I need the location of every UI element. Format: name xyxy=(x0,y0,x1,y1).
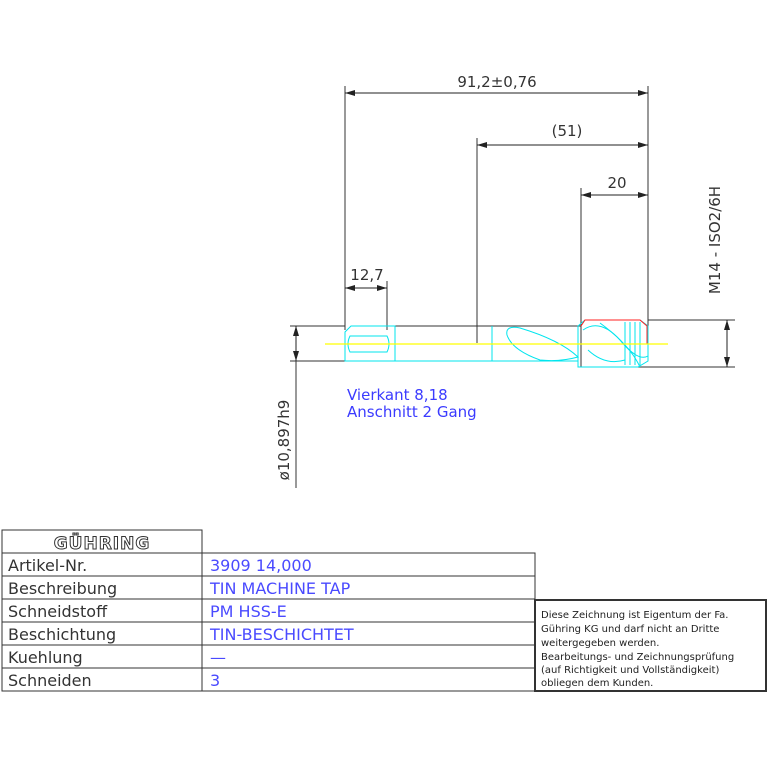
dim-square-length: 12,7 xyxy=(350,266,383,284)
note-square: Vierkant 8,18 xyxy=(347,386,448,404)
disclaimer-line: (auf Richtigkeit und Vollständigkeit) xyxy=(541,665,719,676)
guehring-logo: GÜHRING xyxy=(54,532,151,554)
row-label: Kuehlung xyxy=(8,648,83,667)
row-value: PM HSS-E xyxy=(210,602,287,621)
dim-thread: M14 - ISO2/6H xyxy=(706,186,724,294)
disclaimer-line: Gühring KG und darf nicht an Dritte xyxy=(541,624,719,635)
extension-lines xyxy=(290,86,735,488)
dim-shank-diameter: ø10,897h9 xyxy=(275,400,293,481)
row-value: 3909 14,000 xyxy=(210,556,312,575)
row-label: Artikel-Nr. xyxy=(8,556,87,575)
row-value: — xyxy=(210,648,226,667)
disclaimer-line: Bearbeitungs- und Zeichnungsprüfung xyxy=(541,652,734,663)
dim-thread-length: 20 xyxy=(607,174,626,192)
row-label: Beschichtung xyxy=(8,625,116,644)
disclaimer-line: obliegen dem Kunden. xyxy=(541,678,653,689)
row-label: Schneidstoff xyxy=(8,602,108,621)
row-label: Schneiden xyxy=(8,671,92,690)
note-chamfer: Anschnitt 2 Gang xyxy=(347,403,477,421)
row-label: Beschreibung xyxy=(8,579,117,598)
disclaimer: Diese Zeichnung ist Eigentum der Fa. Güh… xyxy=(541,610,734,689)
dimension-lines xyxy=(293,90,730,367)
row-value: TIN-BESCHICHTET xyxy=(209,625,354,644)
title-block: GÜHRING Artikel-Nr. 3909 14,000 Beschrei… xyxy=(1,529,767,692)
disclaimer-line: Diese Zeichnung ist Eigentum der Fa. xyxy=(541,610,728,621)
dim-overall-length: 91,2±0,76 xyxy=(457,73,536,91)
row-value: TIN MACHINE TAP xyxy=(209,579,351,598)
row-value: 3 xyxy=(210,671,220,690)
dim-flute-length: (51) xyxy=(552,122,583,140)
tap-tool xyxy=(325,319,668,368)
disclaimer-line: weitergegeben werden. xyxy=(541,638,659,649)
